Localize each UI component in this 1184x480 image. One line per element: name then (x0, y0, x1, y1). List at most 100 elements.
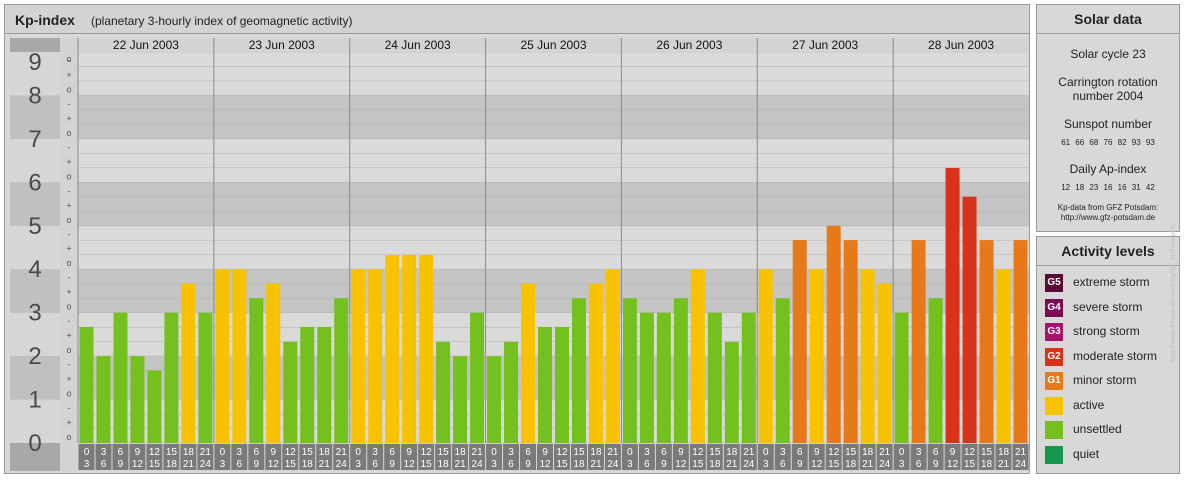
interval-cell (740, 444, 757, 470)
interval-start-label: 9 (406, 447, 412, 458)
axis-band (10, 52, 60, 96)
kp-bar (639, 312, 654, 443)
interval-cell (231, 444, 248, 470)
solar-data-panel: Solar data Solar cycle 23 Carrington rot… (1036, 4, 1180, 232)
interval-start-label: 12 (285, 447, 297, 458)
legend-item-unsettled: unsettled (1045, 420, 1177, 440)
grid-band (78, 182, 1029, 226)
activity-levels-panel: Activity levels G5 extreme storm G4 severe … (1036, 236, 1180, 474)
interval-end-label: 12 (947, 459, 959, 470)
sunspot-label: Sunspot number (1063, 117, 1153, 131)
kp-bar (843, 240, 858, 443)
kp-bar (419, 254, 434, 443)
minor-tick-label: o (66, 302, 71, 312)
kp-bar (792, 240, 807, 443)
interval-end-label: 24 (607, 459, 619, 470)
kp-bar (368, 269, 383, 443)
interval-end-label: 12 (268, 459, 280, 470)
source-line-2: http://www.gfz-potsdam.de (1060, 213, 1156, 222)
interval-end-label: 15 (828, 459, 840, 470)
kp-bar (826, 225, 841, 443)
kp-bar (741, 312, 756, 443)
interval-end-label: 21 (590, 459, 602, 470)
minor-tick-label: o (66, 84, 71, 94)
kp-bar (351, 269, 366, 443)
y-tick-label: 1 (28, 387, 41, 414)
interval-start-label: 9 (678, 447, 684, 458)
kp-bar (96, 356, 111, 443)
interval-cell (486, 444, 503, 470)
interval-start-label: 12 (149, 447, 161, 458)
kp-bar (453, 356, 468, 443)
minor-tick-label: o (66, 54, 71, 64)
minor-tick-label: o (66, 258, 71, 268)
interval-end-label: 12 (675, 459, 687, 470)
kp-bar (758, 269, 773, 443)
watermark: http://www.fleuve-eu-lun/jurg/kp_archive… (1170, 224, 1177, 362)
interval-end-label: 12 (404, 459, 416, 470)
minor-tick-label: - (68, 403, 71, 413)
ap-index-label: Daily Ap-index (1069, 162, 1147, 176)
interval-cell (757, 444, 774, 470)
legend-label: quiet (1073, 446, 1100, 461)
interval-start-label: 9 (950, 447, 956, 458)
interval-cell (893, 444, 910, 470)
interval-end-label: 6 (916, 459, 922, 470)
interval-start-label: 9 (542, 447, 548, 458)
interval-end-label: 3 (84, 459, 90, 470)
activity-levels-title: Activity levels (1061, 243, 1155, 259)
kp-bar (877, 283, 892, 443)
interval-cell (95, 444, 112, 470)
interval-start-label: 0 (491, 447, 497, 458)
date-label: 26 Jun 2003 (656, 38, 722, 52)
kp-bar (147, 370, 162, 443)
interval-cell (587, 444, 604, 470)
interval-start-label: 9 (135, 447, 141, 458)
interval-start-label: 21 (607, 447, 619, 458)
interval-start-label: 6 (933, 447, 939, 458)
interval-cell (910, 444, 927, 470)
kp-bar (130, 356, 145, 443)
interval-cell (672, 444, 689, 470)
interval-cell (503, 444, 520, 470)
kp-bar (571, 298, 586, 443)
kp-bar (673, 298, 688, 443)
interval-cell (265, 444, 282, 470)
interval-start-label: 3 (780, 447, 786, 458)
interval-cell (944, 444, 961, 470)
y-tick-label: 6 (28, 169, 41, 196)
kp-bar (487, 356, 502, 443)
y-tick-label: 2 (28, 343, 41, 370)
date-label: 24 Jun 2003 (385, 38, 451, 52)
carrington-line-2: number 2004 (1072, 89, 1144, 103)
legend-item-quiet: quiet (1045, 445, 1177, 465)
interval-start-label: 21 (879, 447, 891, 458)
kp-bar (538, 327, 552, 443)
legend-label: active (1073, 397, 1105, 412)
interval-cell (791, 444, 808, 470)
interval-start-label: 21 (743, 447, 755, 458)
interval-cell (401, 444, 418, 470)
interval-end-label: 21 (183, 459, 195, 470)
interval-start-label: 0 (84, 447, 90, 458)
interval-end-label: 3 (763, 459, 769, 470)
kp-bar (181, 283, 196, 443)
kp-bar (504, 341, 519, 443)
interval-start-label: 21 (336, 447, 348, 458)
minor-tick-label: + (66, 113, 71, 123)
kp-bar (521, 283, 536, 443)
interval-cell (927, 444, 944, 470)
axis-band (10, 269, 60, 313)
legend-swatch (1045, 421, 1063, 439)
interval-end-label: 21 (998, 459, 1010, 470)
interval-start-label: 6 (389, 447, 395, 458)
minor-tick-column (60, 38, 78, 443)
axis-band (10, 225, 60, 270)
kp-bar (249, 298, 264, 443)
interval-cell (995, 444, 1012, 470)
date-header (78, 38, 1029, 52)
legend-item-severe-storm: G4 severe storm (1045, 298, 1177, 318)
solar-cycle: Solar cycle 23 (1070, 47, 1146, 61)
interval-end-label: 21 (726, 459, 738, 470)
minor-tick-label: o (66, 171, 71, 181)
